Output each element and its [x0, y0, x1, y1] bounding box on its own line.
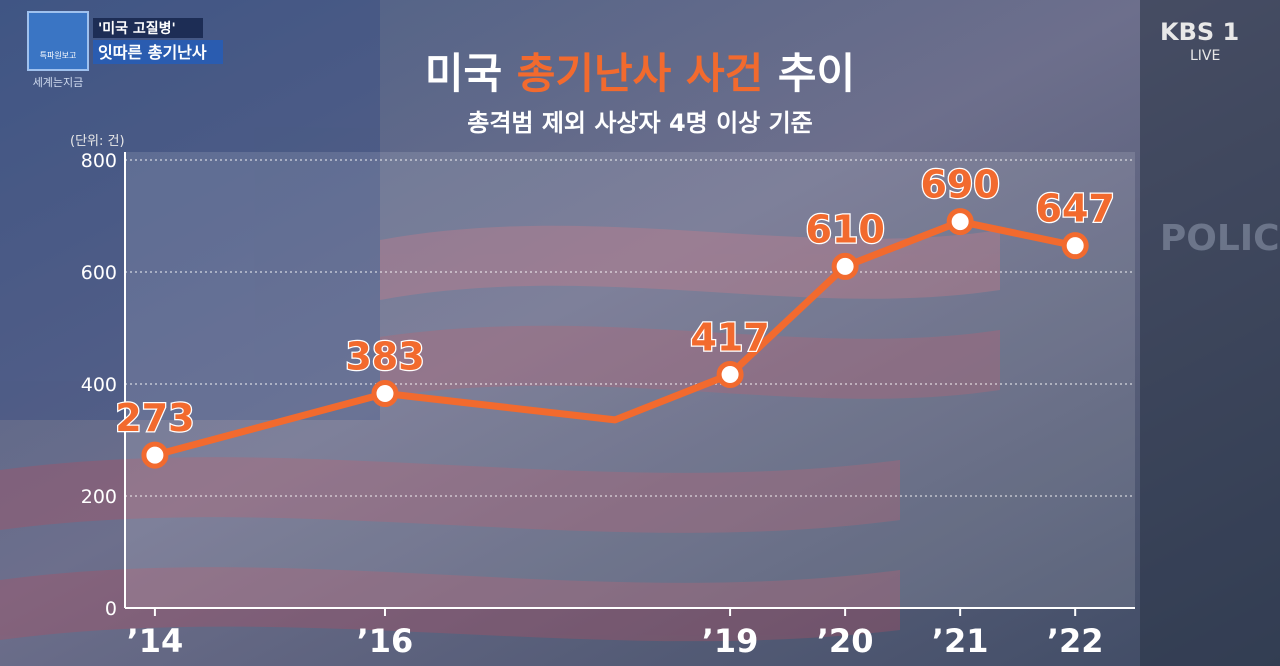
x-tick-label: ’21	[932, 622, 989, 660]
x-tick-label: ’20	[817, 622, 874, 660]
y-tick-label: 0	[105, 598, 117, 620]
y-tick-label: 200	[81, 486, 117, 508]
chart-title: 미국 총기난사 사건 추이	[425, 49, 855, 98]
unit-label: (단위: 건)	[70, 134, 125, 149]
data-label: 383	[345, 335, 424, 379]
plot-area	[125, 152, 1135, 608]
data-label: 417	[690, 315, 769, 359]
data-label: 273	[115, 396, 194, 440]
channel: KBS 1	[1160, 18, 1239, 46]
tag: '미국 고질병'	[98, 20, 176, 37]
point-marker	[946, 208, 974, 236]
x-tick-label: ’22	[1047, 622, 1104, 660]
background-panel	[1140, 0, 1280, 666]
y-tick-label: 800	[81, 150, 117, 172]
live: LIVE	[1190, 48, 1220, 64]
point-marker	[716, 360, 744, 388]
y-tick-label: 400	[81, 374, 117, 396]
data-label: 690	[920, 163, 999, 207]
headline-box	[93, 40, 223, 64]
y-tick-label: 600	[81, 262, 117, 284]
data-label: 647	[1036, 187, 1115, 231]
x-tick-label: ’14	[127, 622, 184, 660]
point-marker	[831, 252, 859, 280]
title-highlight: 총기난사 사건	[517, 49, 763, 98]
background-text: POLICE	[1160, 218, 1280, 259]
x-tick-label: ’16	[357, 622, 414, 660]
headline: 잇따른 총기난사	[98, 43, 207, 62]
tag-box	[93, 18, 203, 38]
program-box-text: 특파원보고	[40, 51, 77, 60]
point-marker	[371, 380, 399, 408]
title-prefix: 미국	[425, 49, 502, 98]
program-name: 세계는지금	[33, 76, 84, 89]
x-tick-label: ’19	[702, 622, 759, 660]
data-label: 610	[805, 207, 884, 251]
program-box	[27, 11, 89, 71]
chart-subtitle: 총격범 제외 사상자 4명 이상 기준	[467, 109, 813, 137]
title-suffix: 추이	[778, 49, 855, 98]
point-marker	[1061, 232, 1089, 260]
point-marker	[141, 441, 169, 469]
